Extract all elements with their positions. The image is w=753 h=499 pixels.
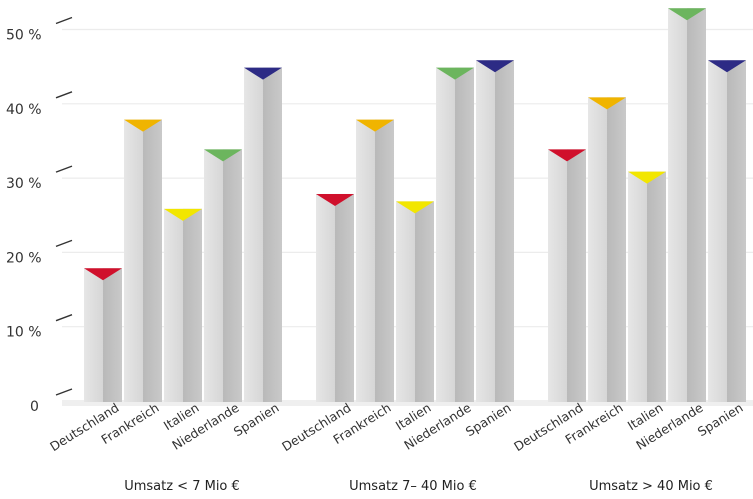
- bar-cap: [164, 208, 202, 221]
- bar-cap: [548, 149, 586, 162]
- y-tick-label: 40 %: [6, 102, 42, 118]
- y-tick-mark: [55, 239, 73, 248]
- y-tick-mark: [55, 91, 73, 99]
- bar: [708, 60, 746, 402]
- bar-cap: [396, 201, 434, 214]
- y-tick-label: 0: [30, 399, 39, 415]
- group-labels: Umsatz < 7 Mio € Umsatz 7– 40 Mio € Umsatz…: [124, 479, 713, 494]
- bar: [124, 119, 162, 402]
- bar-cap: [668, 8, 706, 21]
- y-tick-mark: [55, 314, 73, 322]
- bar-cap: [708, 60, 746, 73]
- group-label: Umsatz 7– 40 Mio €: [349, 479, 477, 494]
- bar: [356, 119, 394, 402]
- bar-cap: [124, 119, 162, 132]
- bar: [396, 201, 434, 402]
- y-tick-mark: [55, 16, 73, 25]
- bar: [588, 97, 626, 403]
- y-tick-label: 10 %: [6, 325, 42, 341]
- floor: [62, 400, 753, 406]
- bar-cap: [84, 268, 122, 281]
- y-tick-mark: [55, 165, 73, 173]
- bar: [84, 268, 122, 402]
- y-tick-label: 20 %: [6, 250, 42, 266]
- bars: [84, 8, 746, 403]
- bar-cap: [356, 119, 394, 132]
- bar-cap: [476, 60, 514, 73]
- y-tick-label: 50 %: [6, 28, 42, 44]
- bar: [476, 60, 514, 402]
- y-axis: 0 10 % 20 % 30 % 40 % 50 %: [6, 16, 73, 415]
- bar: [668, 8, 706, 403]
- group-label: Umsatz < 7 Mio €: [124, 479, 240, 494]
- bar-cap: [316, 193, 354, 206]
- bar-cap: [436, 67, 474, 80]
- bar: [628, 171, 666, 402]
- y-tick-label: 30 %: [6, 176, 42, 192]
- y-tick-mark: [55, 388, 73, 396]
- bar-cap: [204, 149, 242, 162]
- bar: [316, 193, 354, 402]
- bar-cap: [628, 171, 666, 184]
- bar-cap: [244, 67, 282, 80]
- bar: [204, 149, 242, 402]
- bar: [548, 149, 586, 402]
- bar: [436, 67, 474, 403]
- group-label: Umsatz > 40 Mio €: [589, 479, 713, 494]
- bar-cap: [588, 97, 626, 110]
- bar: [164, 208, 202, 402]
- bar: [244, 67, 282, 403]
